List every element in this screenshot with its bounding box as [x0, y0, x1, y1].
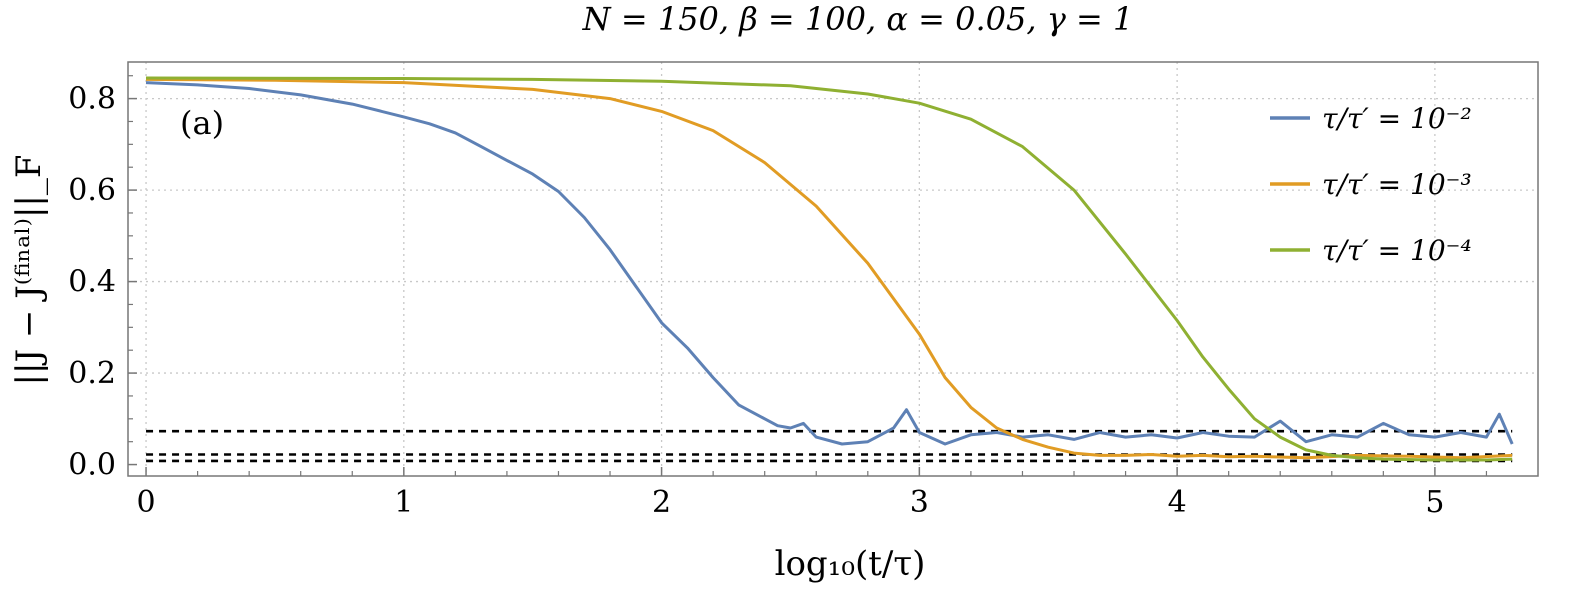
y-axis-label: ||J − J⁽ᶠⁱⁿᵃˡ⁾||_F: [9, 155, 49, 386]
legend-entry-label: τ/τ′ = 10⁻²: [1322, 102, 1472, 135]
axis-ticks: 0 1 2 3 4 5 0.0 0.2 0.4 0.6 0.8: [68, 75, 1488, 520]
y-tick-label: 0.0: [68, 448, 116, 483]
series-line-3: [145, 76, 1513, 462]
x-tick-label: 0: [136, 485, 155, 520]
y-tick-label: 0.8: [68, 82, 116, 117]
x-tick-label: 1: [394, 485, 413, 520]
x-axis-label: log₁₀(t/τ): [775, 544, 926, 584]
legend-entry-label: τ/τ′ = 10⁻³: [1322, 168, 1472, 201]
reference-lines: [146, 429, 1513, 463]
plot-frame: [127, 61, 1539, 477]
y-tick-label: 0.6: [68, 173, 116, 208]
legend: τ/τ′ = 10⁻² τ/τ′ = 10⁻³ τ/τ′ = 10⁻⁴: [1270, 102, 1472, 267]
series-line-2: [145, 77, 1513, 460]
x-tick-label: 2: [652, 485, 671, 520]
panel-label: (a): [180, 104, 224, 142]
x-tick-label: 4: [1168, 485, 1187, 520]
series-line-1: [145, 81, 1514, 446]
y-tick-label: 0.4: [68, 265, 116, 300]
x-tick-label: 3: [910, 485, 929, 520]
title-group: N = 150, β = 100, α = 0.05, γ = 1: [582, 0, 1134, 38]
x-tick-label: 5: [1425, 485, 1444, 520]
series-lines: [145, 76, 1514, 462]
legend-entry-label: τ/τ′ = 10⁻⁴: [1322, 234, 1472, 267]
y-tick-label: 0.2: [68, 356, 116, 391]
chart-title: N = 150, β = 100, α = 0.05, γ = 1: [582, 0, 1134, 38]
grid: [128, 62, 1538, 476]
